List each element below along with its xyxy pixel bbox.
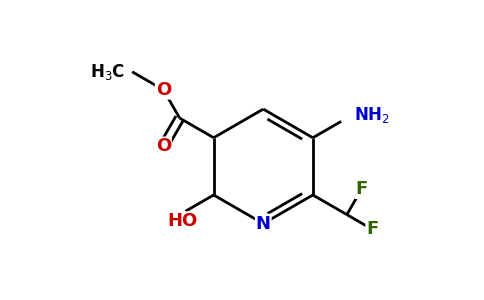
Text: F: F <box>366 220 378 238</box>
Text: NH$_2$: NH$_2$ <box>354 105 390 125</box>
Text: O: O <box>156 81 171 99</box>
Text: H$_3$C: H$_3$C <box>91 62 126 82</box>
Text: HO: HO <box>167 212 197 230</box>
Text: F: F <box>355 180 368 198</box>
Text: N: N <box>256 214 271 232</box>
Text: O: O <box>156 137 171 155</box>
